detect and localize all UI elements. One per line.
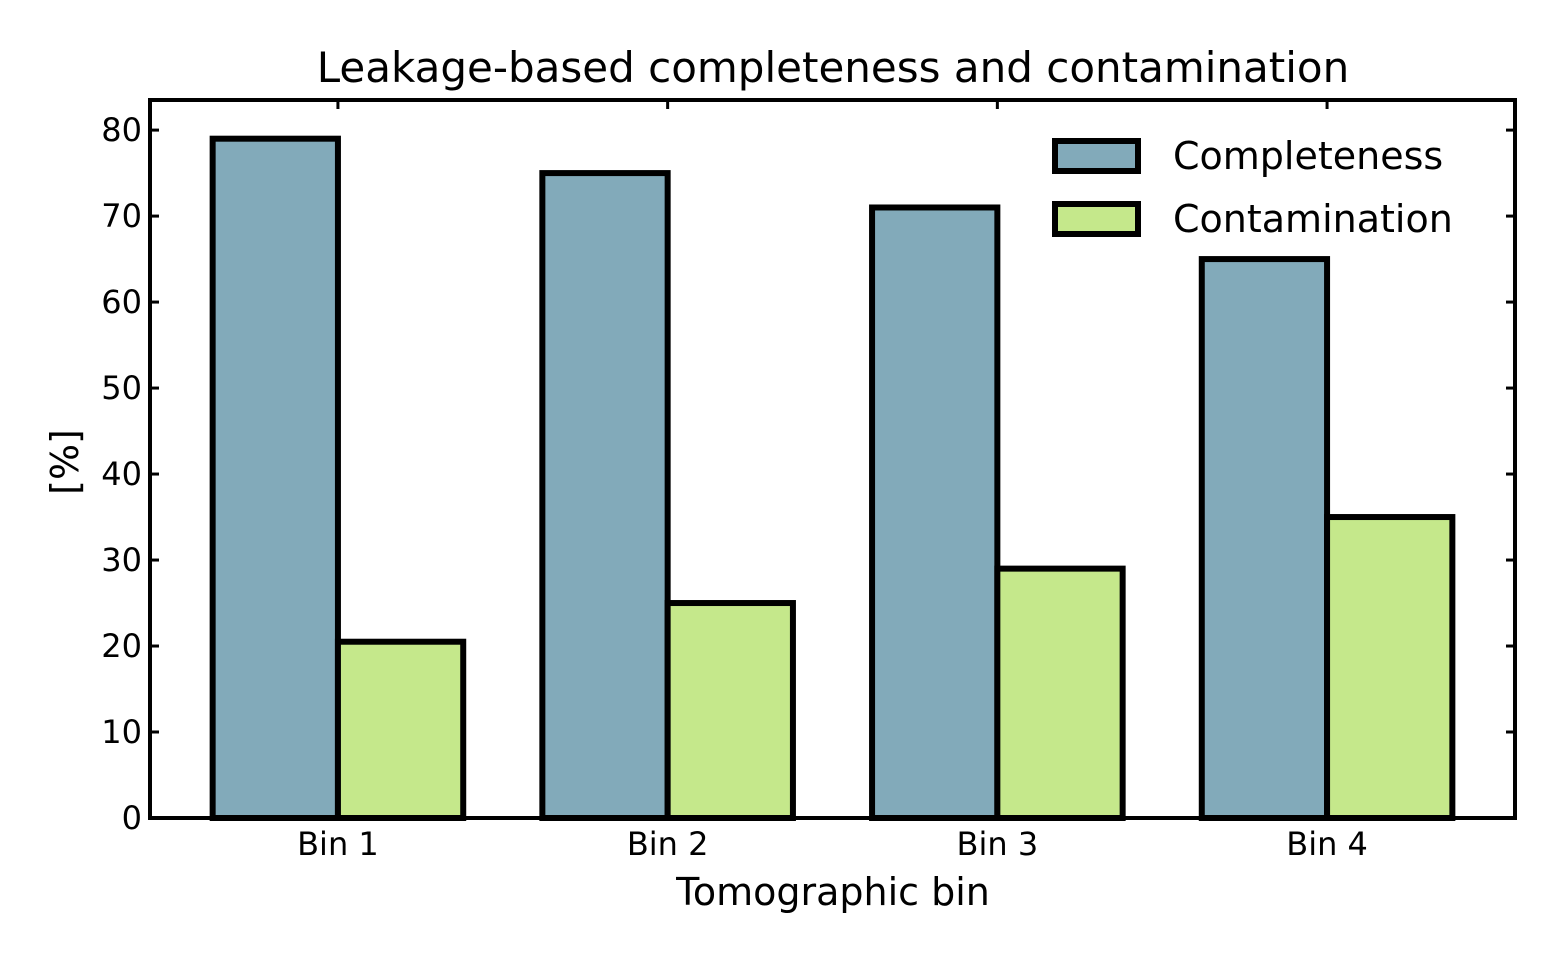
legend-label-completeness: Completeness bbox=[1173, 134, 1443, 178]
ticks-group: 0 10 20 30 40 50 60 70 80 Bin 1 Bin 2 Bin 3 Bin 4 bbox=[101, 100, 1515, 863]
x-tick-label-2: Bin 3 bbox=[957, 825, 1039, 863]
plot-frame bbox=[148, 98, 1517, 820]
y-tick-label-2: 20 bbox=[101, 627, 142, 665]
legend-swatch-contamination bbox=[1052, 201, 1141, 237]
bar-contamination-4 bbox=[1324, 514, 1456, 821]
x-axis-label: Tomographic bin bbox=[675, 870, 990, 914]
y-tick-label-1: 10 bbox=[101, 713, 142, 751]
y-tick-label-6: 60 bbox=[101, 283, 142, 321]
bar-completeness-4 bbox=[1198, 256, 1331, 822]
x-tick-label-1: Bin 2 bbox=[627, 825, 709, 863]
y-tick-label-5: 50 bbox=[101, 369, 142, 407]
y-tick-label-4: 40 bbox=[101, 455, 142, 493]
bar-contamination-2 bbox=[664, 600, 796, 822]
bars-group bbox=[209, 135, 1456, 822]
y-tick-label-3: 30 bbox=[101, 541, 142, 579]
bar-completeness-2 bbox=[539, 170, 671, 821]
bar-completeness-3 bbox=[869, 204, 1001, 821]
bar-contamination-1 bbox=[334, 638, 467, 821]
x-tick-label-3: Bin 4 bbox=[1286, 825, 1368, 863]
y-tick-label-8: 80 bbox=[101, 111, 142, 149]
chart-title: Leakage-based completeness and contamina… bbox=[317, 43, 1349, 92]
bar-contamination-3 bbox=[994, 565, 1126, 821]
x-tick-label-0: Bin 1 bbox=[297, 825, 379, 863]
bar-completeness-1 bbox=[209, 135, 341, 821]
y-tick-label-0: 0 bbox=[122, 799, 142, 837]
legend-label-contamination: Contamination bbox=[1173, 197, 1453, 241]
y-axis-label: [%] bbox=[43, 429, 87, 495]
legend: Completeness Contamination bbox=[1052, 134, 1453, 241]
legend-swatch-completeness bbox=[1052, 138, 1141, 174]
y-tick-label-7: 70 bbox=[101, 197, 142, 235]
